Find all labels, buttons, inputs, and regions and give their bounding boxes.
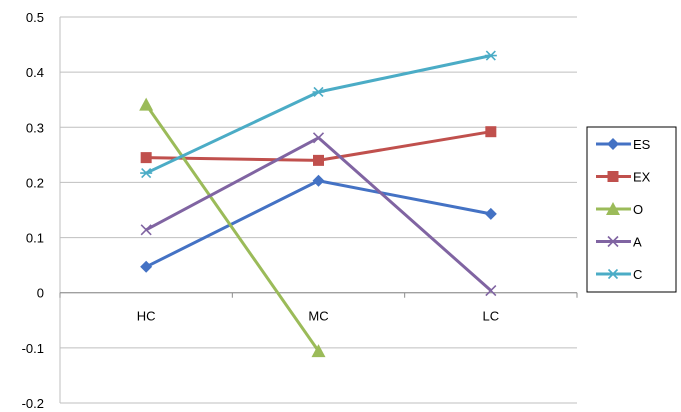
y-tick-label: 0.4 [26, 65, 44, 80]
data-point [607, 235, 619, 248]
data-point [484, 207, 497, 220]
y-tick-label: 0.5 [26, 10, 44, 25]
legend-item: ES [596, 137, 651, 152]
x-tick-label: MC [308, 309, 328, 324]
legend-item: EX [596, 170, 651, 185]
data-point [140, 224, 152, 236]
x-tick-label: HC [137, 309, 156, 324]
legend-item: O [596, 202, 643, 217]
data-point [485, 126, 497, 138]
legend-item: C [596, 267, 642, 282]
series-group [139, 50, 497, 358]
series-c [140, 50, 497, 179]
data-point [312, 86, 325, 98]
data-point [607, 138, 619, 150]
x-axis [59, 292, 578, 298]
y-axis-tick-labels: 0.5 0.4 0.3 0.2 0.1 0 -0.1 -0.2 [22, 10, 44, 411]
data-point [140, 167, 153, 179]
x-tick-label: LC [483, 309, 500, 324]
data-point [485, 284, 497, 297]
legend-label: ES [633, 137, 651, 152]
data-point [140, 260, 153, 273]
y-tick-label: -0.2 [22, 396, 44, 411]
y-tick-label: 0.1 [26, 231, 44, 246]
legend-label: O [633, 202, 643, 217]
y-tick-label: 0.2 [26, 175, 44, 190]
legend-label: EX [633, 170, 651, 185]
series-ex [140, 126, 497, 166]
series-o [139, 97, 326, 358]
legend: ES EX O A C [586, 126, 677, 293]
data-point [313, 154, 324, 166]
y-tick-label: 0.3 [26, 120, 44, 135]
data-point [312, 132, 325, 144]
data-point [140, 152, 152, 164]
legend-label: C [633, 267, 642, 282]
data-point [606, 202, 620, 215]
legend-item: A [596, 235, 642, 250]
data-point [312, 174, 325, 187]
data-point [607, 268, 619, 280]
data-point [139, 97, 154, 111]
series-line [144, 103, 320, 353]
data-point [311, 344, 326, 358]
x-axis-tick-labels: HC MC LC [137, 309, 499, 324]
series-a [140, 132, 497, 297]
data-point [484, 50, 497, 61]
data-point [607, 171, 619, 182]
y-tick-label: -0.1 [22, 341, 44, 356]
series-line [145, 179, 492, 269]
series-es [140, 174, 497, 273]
legend-label: A [633, 235, 642, 250]
y-tick-label: 0 [37, 286, 44, 301]
